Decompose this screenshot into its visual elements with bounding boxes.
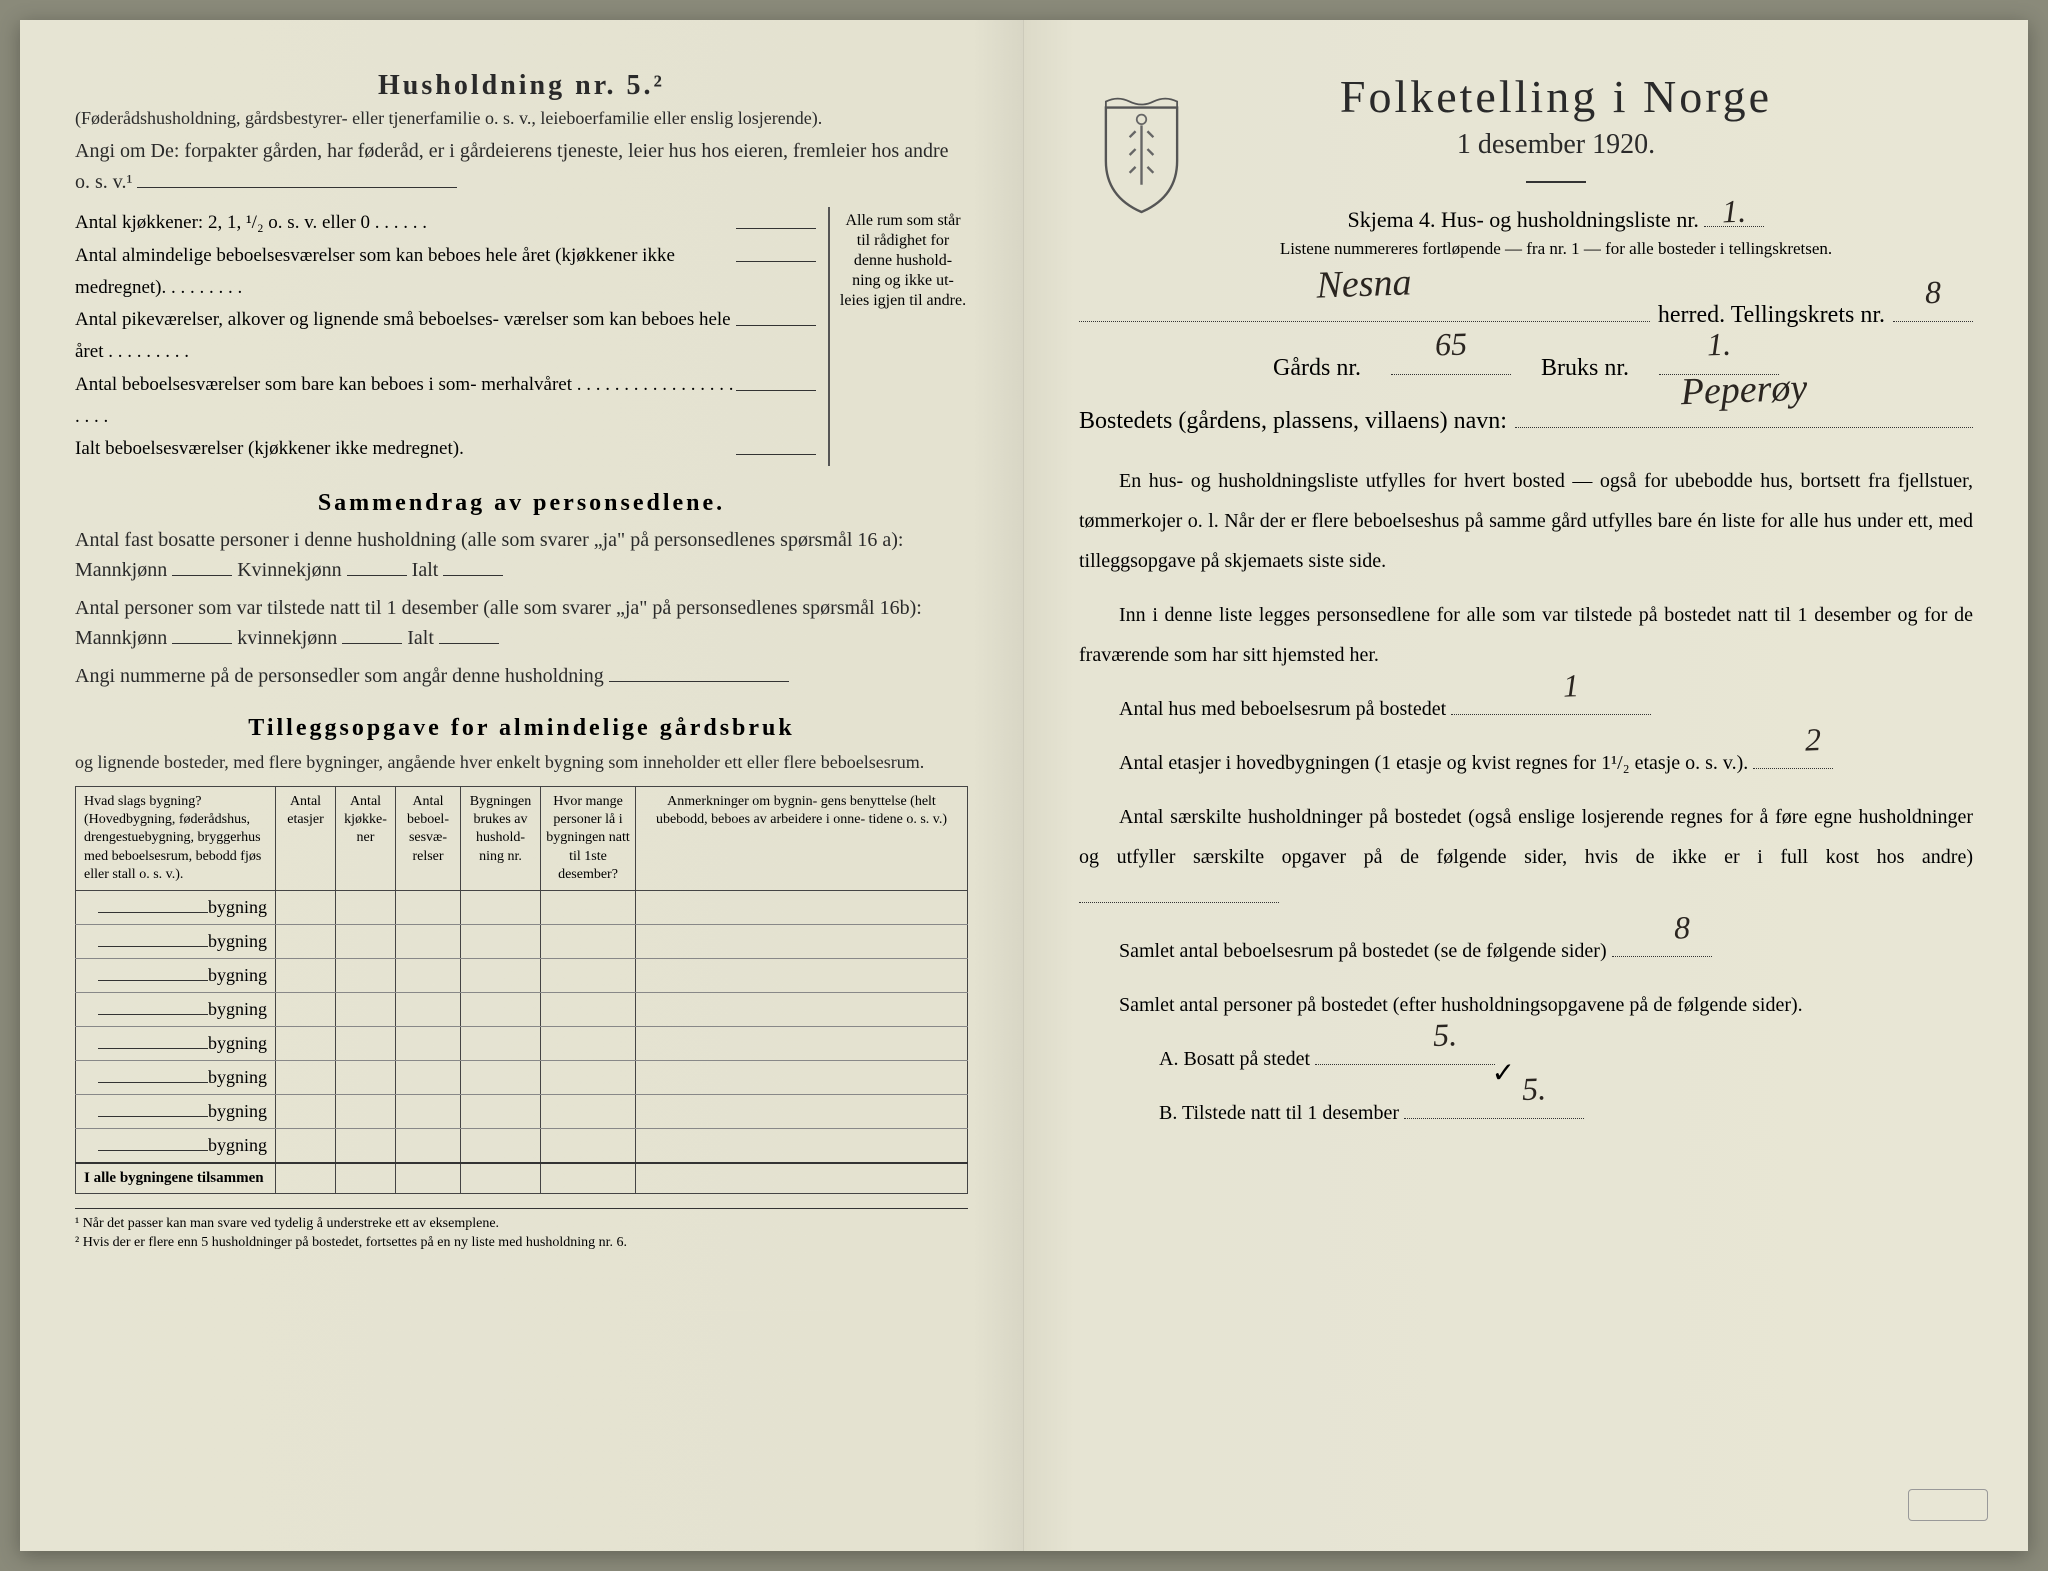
footnote-1: ¹ Når det passer kan man svare ved tydel… <box>75 1215 968 1234</box>
rooms-total-label: Ialt beboelsesværelser (kjøkkener ikke m… <box>75 433 736 465</box>
q4-row: Samlet antal beboelsesrum på bostedet (s… <box>1079 931 1973 971</box>
instruction-blank <box>137 166 457 188</box>
footnotes: ¹ Når det passer kan man svare ved tydel… <box>75 1208 968 1253</box>
section2-heading: Sammendrag av personsedlene. <box>75 490 968 517</box>
th-kjokkener: Antal kjøkke- ner <box>336 786 396 890</box>
table-header-row: Hvad slags bygning? (Hovedbygning, føder… <box>76 786 968 890</box>
s2-line2: Antal personer som var tilstede natt til… <box>75 593 968 653</box>
herred-value: Nesna <box>1302 241 1428 329</box>
table-row: bygning <box>76 1094 968 1128</box>
table-row: bygning <box>76 1060 968 1094</box>
rooms3-label: Antal beboelsesværelser som bare kan beb… <box>75 369 736 434</box>
gards-nr-value: 65 <box>1434 309 1468 380</box>
table-row: bygning <box>76 1026 968 1060</box>
table-row: bygning <box>76 924 968 958</box>
q1-row: Antal hus med beboelsesrum på bostedet 1 <box>1079 689 1973 729</box>
th-bygning-type: Hvad slags bygning? (Hovedbygning, føder… <box>76 786 276 890</box>
rooms2-label: Antal pikeværelser, alkover og lignende … <box>75 304 736 369</box>
q3-blank <box>1079 902 1279 903</box>
skjema-line: Skjema 4. Hus- og husholdningsliste nr. … <box>1139 207 1973 233</box>
q3-row: Antal særskilte husholdninger på bostede… <box>1079 797 1973 917</box>
rooms-block: Antal kjøkkener: 2, 1, ¹/₂ o. s. v. elle… <box>75 207 968 465</box>
herred-row: Nesna herred. Tellingskrets nr. 8 <box>1079 289 1973 342</box>
th-vaerelser: Antal beboel- sesvæ- relser <box>396 786 461 890</box>
th-husholdning: Bygningen brukes av hushold- ning nr. <box>461 786 541 890</box>
q5-row: Samlet antal personer på bostedet (efter… <box>1079 985 1973 1025</box>
rooms1-label: Antal almindelige beboelsesværelser som … <box>75 240 736 305</box>
q5b-value: 5. <box>1441 1057 1547 1125</box>
bosted-value: Peperøy <box>1665 346 1822 435</box>
household-subtitle: (Føderådshusholdning, gårdsbestyrer- ell… <box>75 106 968 130</box>
left-page: Husholdning nr. 5.² (Føderådshusholdning… <box>20 20 1024 1551</box>
section3-heading: Tilleggsopgave for almindelige gårdsbruk <box>75 715 968 742</box>
s3-sub: og lignende bosteder, med flere bygninge… <box>75 750 968 774</box>
right-header: Folketelling i Norge 1 desember 1920. Sk… <box>1139 70 1973 259</box>
census-document: Husholdning nr. 5.² (Føderådshusholdning… <box>20 20 2028 1551</box>
q1-value: 1 <box>1522 653 1580 719</box>
building-table: Hvad slags bygning? (Hovedbygning, føder… <box>75 786 968 1194</box>
liste-nr-value: 1. <box>1722 193 1747 231</box>
krets-nr-value: 8 <box>1924 256 1942 327</box>
census-date: 1 desember 1920. <box>1139 129 1973 161</box>
table-row: bygning <box>76 1128 968 1163</box>
right-page: Folketelling i Norge 1 desember 1920. Sk… <box>1024 20 2028 1551</box>
th-personer: Hvor mange personer lå i bygningen natt … <box>541 786 636 890</box>
household-instruction: Angi om De: forpakter gården, har føderå… <box>75 136 968 197</box>
th-etasjer: Antal etasjer <box>276 786 336 890</box>
household-title: Husholdning nr. 5.² <box>75 70 968 102</box>
q4-value: 8 <box>1633 895 1691 961</box>
footnote-2: ² Hvis der er flere enn 5 husholdninger … <box>75 1234 968 1253</box>
para1: En hus- og husholdningsliste utfylles fo… <box>1079 461 1973 581</box>
bosted-row: Bostedets (gårdens, plassens, villaens) … <box>1079 395 1973 448</box>
rooms-side-note: Alle rum som står til rådighet for denne… <box>828 207 968 465</box>
q5b-row: B. Tilstede natt til 1 desember 5. <box>1079 1093 1973 1133</box>
s2-line1: Antal fast bosatte personer i denne hush… <box>75 525 968 585</box>
coat-of-arms-icon <box>1094 95 1189 215</box>
rooms-questions: Antal kjøkkener: 2, 1, ¹/₂ o. s. v. elle… <box>75 207 816 465</box>
kitchens-label: Antal kjøkkener: 2, 1, ¹/₂ o. s. v. elle… <box>75 207 736 239</box>
divider <box>1526 181 1586 183</box>
table-total-row: I alle bygningene tilsammen <box>76 1163 968 1194</box>
gards-row: Gårds nr. 65 Bruks nr. 1. <box>1079 342 1973 395</box>
main-title: Folketelling i Norge <box>1139 70 1973 123</box>
s2-angi: Angi nummerne på de personsedler som ang… <box>75 661 968 691</box>
numbering-note: Listene nummereres fortløpende — fra nr.… <box>1139 239 1973 259</box>
q2-row: Antal etasjer i hovedbygningen (1 etasje… <box>1079 743 1973 783</box>
table-row: bygning <box>76 958 968 992</box>
th-anmerkninger: Anmerkninger om bygnin- gens benyttelse … <box>636 786 968 890</box>
printer-stamp <box>1908 1489 1988 1521</box>
q2-value: 2 <box>1764 707 1822 773</box>
table-row: bygning <box>76 992 968 1026</box>
table-row: bygning <box>76 890 968 924</box>
